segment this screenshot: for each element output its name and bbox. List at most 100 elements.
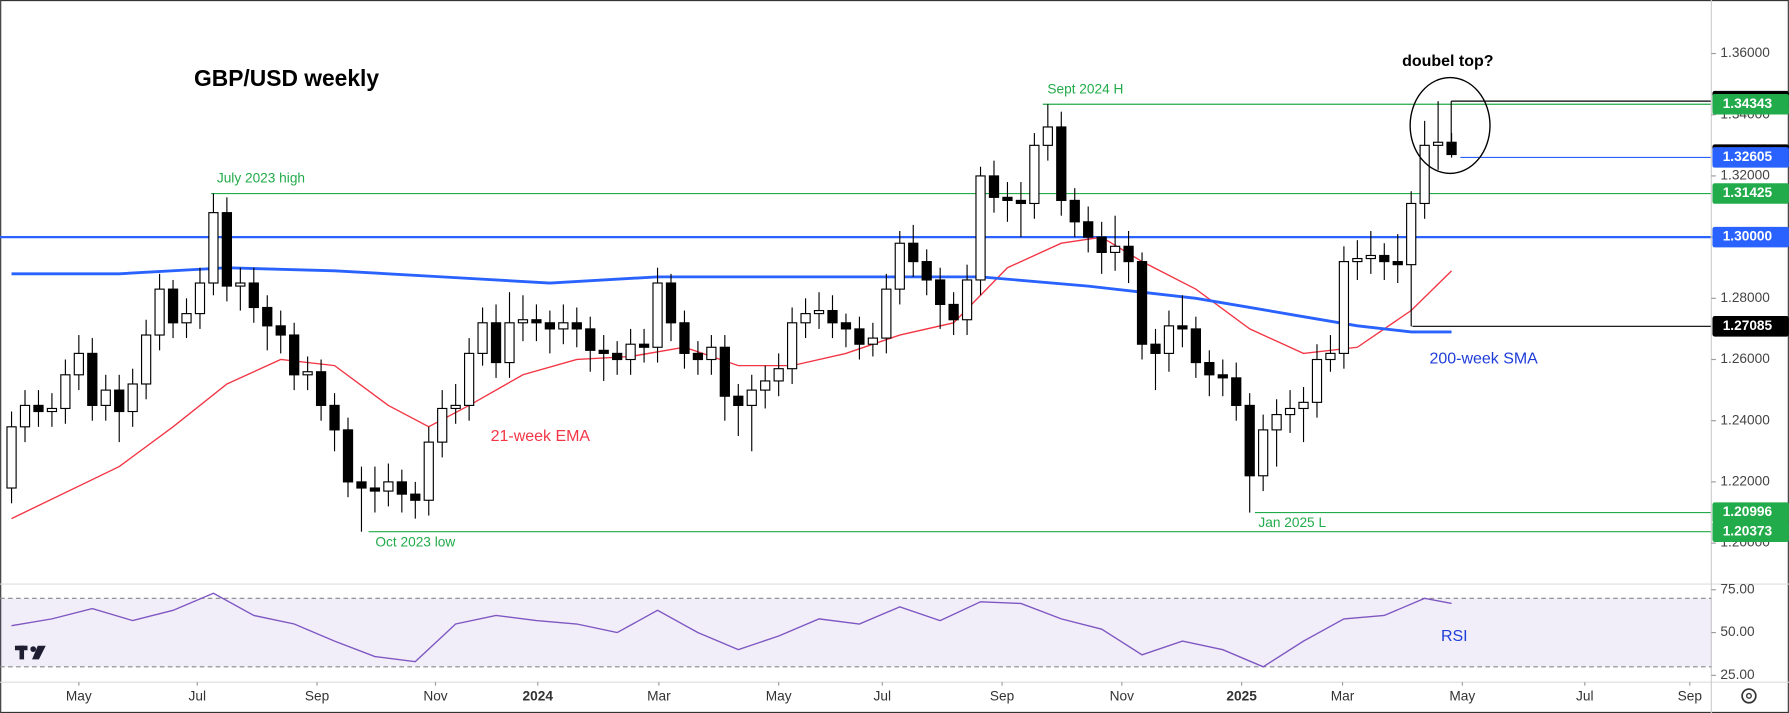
candle-body: [1190, 328, 1202, 364]
y-tick-label: 1.28000: [1720, 290, 1770, 305]
x-tick-label: 2025: [1226, 689, 1257, 704]
candle-body: [517, 319, 529, 324]
candle-body: [1379, 254, 1390, 263]
candle-body: [975, 175, 986, 281]
candle-body: [33, 404, 44, 413]
candle-body: [1177, 325, 1188, 330]
candle-body: [840, 322, 852, 330]
logo-part: [32, 645, 46, 660]
candle-body: [167, 288, 179, 324]
logo-part: [30, 646, 37, 652]
x-tick-label: Jul: [189, 689, 206, 704]
candle-body: [881, 288, 892, 339]
candle-body: [1056, 126, 1067, 201]
candle-body: [100, 389, 111, 406]
candle-body: [1163, 325, 1175, 354]
candle-body: [1096, 236, 1107, 253]
candle-body: [114, 389, 125, 413]
candle-body: [383, 481, 394, 492]
candle-body: [477, 322, 488, 354]
candle-body: [1217, 374, 1228, 379]
candle-body: [558, 322, 569, 330]
candle-body: [800, 313, 811, 324]
candle-body: [140, 334, 152, 385]
candle-body: [760, 380, 771, 391]
candle-body: [773, 368, 784, 382]
candle-body: [988, 175, 1000, 198]
candle-body: [262, 306, 273, 327]
candle-body: [1083, 221, 1094, 238]
price-badge-label: 1.31425: [1723, 185, 1773, 200]
x-tick-label: Nov: [1110, 689, 1134, 704]
candle-body: [463, 352, 475, 406]
settings-icon[interactable]: [1741, 688, 1757, 704]
candle-body: [625, 343, 636, 361]
x-tick-label: Jul: [1576, 689, 1593, 704]
candle-body: [544, 322, 556, 330]
annotation: Sept 2024 H: [1047, 82, 1123, 97]
candle-body: [692, 352, 704, 361]
candle-body: [1325, 352, 1336, 361]
candle-body: [248, 282, 259, 309]
price-badge: [1712, 316, 1789, 337]
candle-body: [221, 212, 233, 287]
settings-icon-center: [1745, 692, 1752, 699]
candle-body: [719, 346, 730, 397]
rsi-line: [11, 592, 1452, 668]
candle-body: [598, 349, 609, 354]
chart-title: GBP/USD weekly: [194, 65, 379, 91]
candle-body: [235, 282, 246, 287]
candle-body: [194, 282, 206, 315]
price-badge: [1712, 521, 1789, 542]
y-tick-label: 1.22000: [1720, 474, 1770, 489]
candle-body: [450, 404, 461, 410]
x-tick-label: May: [1449, 689, 1475, 704]
candle-body: [733, 395, 744, 406]
candle-body: [1136, 261, 1148, 345]
candle-body: [571, 322, 582, 330]
candle-body: [1029, 144, 1040, 205]
rsi-tick-label: 25.00: [1720, 667, 1755, 682]
x-tick-label: Sep: [1678, 689, 1703, 704]
rsi-title: RSI: [1441, 628, 1468, 645]
candle-body: [275, 325, 286, 336]
candle-body: [1352, 257, 1363, 263]
x-tick-label: Nov: [423, 689, 447, 704]
x-tick-label: Mar: [647, 689, 671, 704]
candle-body: [302, 371, 313, 376]
candle-body: [1298, 401, 1309, 410]
candle-body: [665, 282, 677, 324]
candle-body: [961, 279, 973, 321]
candle-body: [1002, 196, 1013, 201]
price-badge-label: 1.32605: [1723, 149, 1773, 164]
tradingview-logo: [14, 645, 46, 660]
candle-body: [908, 242, 919, 263]
y-tick-label: 1.26000: [1720, 351, 1770, 366]
annotation: Jan 2025 L: [1258, 515, 1326, 530]
price-badge-label: 1.30000: [1723, 229, 1773, 244]
candle-body: [289, 334, 300, 376]
candle-body: [1204, 361, 1215, 376]
candle-body: [73, 352, 84, 376]
price-badge: [1712, 147, 1789, 168]
logo-part: [19, 645, 25, 660]
candle-body: [827, 309, 838, 324]
candle-body: [410, 493, 421, 501]
candle-body: [1284, 407, 1296, 416]
candle-body: [531, 319, 542, 324]
candle-body: [396, 481, 407, 495]
candle-body: [154, 288, 165, 336]
candle-body: [1419, 144, 1430, 205]
candle-body: [1109, 245, 1121, 253]
candle-body: [437, 407, 448, 443]
candle-body: [1244, 404, 1255, 477]
annotation: 200-week SMA: [1430, 351, 1539, 368]
price-badge: [1712, 226, 1789, 248]
annotation: Oct 2023 low: [375, 535, 455, 550]
candle-body: [87, 352, 98, 406]
candle-body: [208, 212, 219, 284]
rsi-tick-label: 75.00: [1720, 581, 1755, 596]
candle-body: [1406, 202, 1417, 266]
candle-body: [60, 374, 71, 410]
